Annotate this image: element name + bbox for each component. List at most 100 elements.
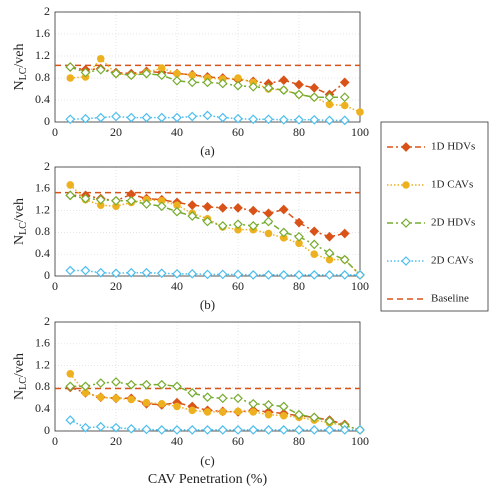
marker xyxy=(278,401,289,412)
marker xyxy=(263,216,274,227)
y-tick-label: 1.2 xyxy=(35,202,50,216)
marker xyxy=(202,425,213,435)
marker xyxy=(248,425,259,435)
marker xyxy=(339,270,350,280)
marker xyxy=(187,268,198,279)
marker xyxy=(294,114,304,125)
marker xyxy=(202,269,213,280)
x-axis-label: CAV Penetration (%) xyxy=(148,472,268,487)
marker xyxy=(66,74,75,82)
marker xyxy=(172,381,182,392)
panel-label: (c) xyxy=(200,453,214,468)
x-tick-label: 60 xyxy=(232,125,244,139)
x-tick-label: 100 xyxy=(351,279,369,293)
marker xyxy=(202,392,213,403)
y-tick-label: 2 xyxy=(44,4,50,18)
marker xyxy=(157,399,166,408)
y-tick-label: 2 xyxy=(44,159,50,173)
y-axis-label: NLC/veh xyxy=(12,198,29,245)
legend-label: 1D HDVs xyxy=(431,141,475,153)
y-axis-label-main: N xyxy=(12,390,27,400)
marker xyxy=(278,85,289,95)
marker xyxy=(187,388,198,398)
y-axis-label-sub: LC xyxy=(18,377,29,390)
y-tick-label: 0.4 xyxy=(35,401,50,415)
y-tick-label: 1.2 xyxy=(35,48,50,62)
marker xyxy=(126,267,137,278)
marker xyxy=(278,114,289,125)
y-tick-label: 1.6 xyxy=(35,26,50,40)
marker xyxy=(80,422,91,433)
marker xyxy=(173,69,181,78)
marker xyxy=(95,194,106,205)
marker xyxy=(248,270,259,280)
y-axis-label-main: N xyxy=(12,235,27,245)
marker xyxy=(263,399,274,410)
marker xyxy=(355,425,365,435)
marker xyxy=(95,112,106,123)
marker xyxy=(278,75,289,86)
marker xyxy=(248,398,259,409)
x-tick-label: 80 xyxy=(293,434,305,448)
marker xyxy=(309,425,320,435)
marker xyxy=(65,114,76,125)
marker xyxy=(111,111,121,122)
y-tick-label: 2 xyxy=(44,314,50,328)
marker xyxy=(339,254,350,265)
x-tick-label: 0 xyxy=(52,434,58,448)
marker xyxy=(188,406,197,415)
marker xyxy=(234,74,242,82)
marker xyxy=(142,398,151,407)
marker xyxy=(95,421,106,432)
marker xyxy=(66,181,75,189)
marker xyxy=(156,201,167,212)
x-tick-label: 60 xyxy=(232,279,244,293)
marker xyxy=(217,269,228,280)
marker xyxy=(127,395,136,404)
marker xyxy=(233,203,243,213)
y-tick-label: 0 xyxy=(44,268,50,282)
marker xyxy=(111,268,121,279)
marker xyxy=(65,62,76,72)
y-axis-label: NLC/veh xyxy=(12,43,29,90)
marker xyxy=(65,381,76,392)
marker xyxy=(339,77,350,88)
x-tick-label: 20 xyxy=(110,279,122,293)
marker xyxy=(172,75,182,86)
y-tick-label: 0 xyxy=(44,114,50,128)
plot-frame xyxy=(54,11,361,123)
x-tick-label: 80 xyxy=(293,125,305,139)
marker xyxy=(294,217,304,228)
marker xyxy=(126,195,137,206)
legend-marker xyxy=(401,142,411,152)
marker xyxy=(202,216,213,227)
marker xyxy=(80,265,91,276)
x-tick-label: 100 xyxy=(351,434,369,448)
marker xyxy=(217,78,228,89)
marker xyxy=(96,393,105,402)
marker xyxy=(156,425,167,435)
marker xyxy=(156,112,167,123)
marker xyxy=(217,112,228,123)
marker xyxy=(339,115,350,126)
x-tick-label: 80 xyxy=(293,279,305,293)
marker xyxy=(187,425,198,435)
x-tick-label: 60 xyxy=(232,434,244,448)
marker xyxy=(309,114,320,125)
marker xyxy=(202,77,213,88)
marker xyxy=(249,408,258,416)
marker xyxy=(294,270,304,280)
marker xyxy=(263,83,274,93)
marker xyxy=(187,111,198,122)
marker xyxy=(310,250,319,259)
marker xyxy=(263,425,274,435)
marker xyxy=(126,379,137,390)
y-axis-label-suffix: /veh xyxy=(12,198,27,222)
marker xyxy=(187,211,198,221)
legend-box xyxy=(380,121,489,312)
marker xyxy=(95,64,106,75)
marker xyxy=(111,377,121,387)
marker xyxy=(233,269,243,280)
y-tick-label: 0.8 xyxy=(35,379,50,393)
